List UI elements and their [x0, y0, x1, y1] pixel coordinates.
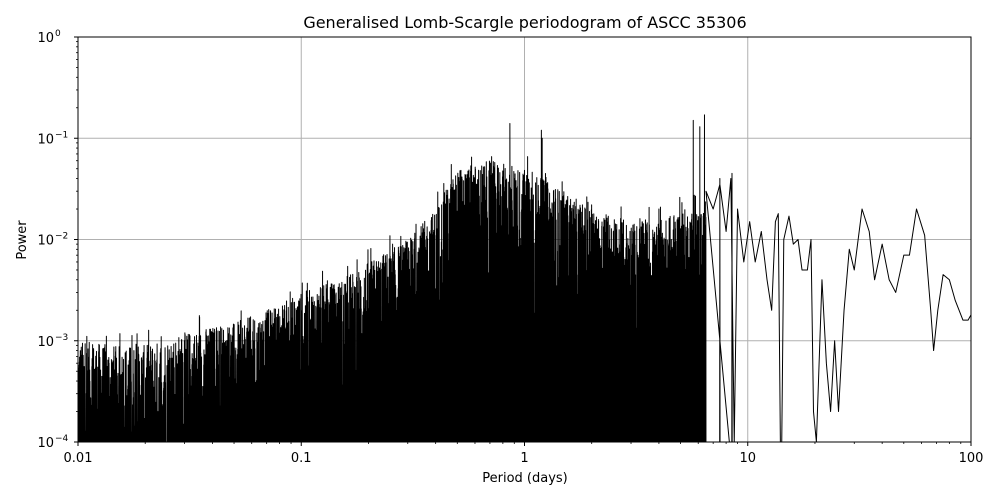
- x-axis-label: Period (days): [482, 471, 568, 486]
- periodogram-series-line: [78, 114, 971, 442]
- y-tick-label: 10: [37, 436, 54, 451]
- y-tick-exponent: −1: [55, 130, 68, 140]
- x-tick-label: 1: [520, 451, 528, 466]
- y-tick-label: 10: [37, 132, 54, 147]
- plot-area: [78, 114, 971, 442]
- y-tick-label: 10: [37, 335, 54, 350]
- x-tick-label: 10: [739, 451, 756, 466]
- y-tick-exponent: −3: [55, 333, 68, 343]
- y-tick-label: 10: [37, 31, 54, 46]
- x-tick-label: 0.1: [291, 451, 312, 466]
- x-tick-label: 0.01: [64, 451, 93, 466]
- chart-title: Generalised Lomb-Scargle periodogram of …: [303, 13, 746, 32]
- y-tick-exponent: 0: [55, 29, 61, 39]
- y-axis-label: Power: [15, 220, 30, 260]
- y-tick-exponent: −4: [55, 434, 69, 444]
- y-tick-exponent: −2: [55, 232, 68, 242]
- x-tick-label: 100: [959, 451, 984, 466]
- y-tick-label: 10: [37, 234, 54, 249]
